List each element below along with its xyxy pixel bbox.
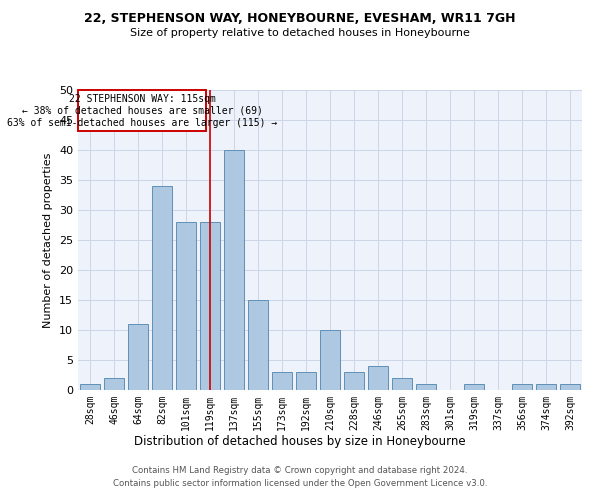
Bar	[224, 150, 244, 390]
Text: 63% of semi-detached houses are larger (115) →: 63% of semi-detached houses are larger (…	[7, 118, 277, 128]
Text: 22, STEPHENSON WAY, HONEYBOURNE, EVESHAM, WR11 7GH: 22, STEPHENSON WAY, HONEYBOURNE, EVESHAM…	[84, 12, 516, 26]
Bar	[104, 378, 124, 390]
FancyBboxPatch shape	[79, 90, 206, 131]
Bar	[152, 186, 172, 390]
Bar	[416, 384, 436, 390]
Bar	[344, 372, 364, 390]
Text: Size of property relative to detached houses in Honeybourne: Size of property relative to detached ho…	[130, 28, 470, 38]
Text: 22 STEPHENSON WAY: 115sqm: 22 STEPHENSON WAY: 115sqm	[68, 94, 215, 104]
Bar	[200, 222, 220, 390]
Bar	[368, 366, 388, 390]
Bar	[176, 222, 196, 390]
Bar	[272, 372, 292, 390]
Bar	[248, 300, 268, 390]
Bar	[512, 384, 532, 390]
Bar	[80, 384, 100, 390]
Bar	[128, 324, 148, 390]
Bar	[560, 384, 580, 390]
Bar	[320, 330, 340, 390]
Text: Distribution of detached houses by size in Honeybourne: Distribution of detached houses by size …	[134, 435, 466, 448]
Text: Contains HM Land Registry data © Crown copyright and database right 2024.
Contai: Contains HM Land Registry data © Crown c…	[113, 466, 487, 487]
Bar	[464, 384, 484, 390]
Text: ← 38% of detached houses are smaller (69): ← 38% of detached houses are smaller (69…	[22, 106, 263, 116]
Y-axis label: Number of detached properties: Number of detached properties	[43, 152, 53, 328]
Bar	[392, 378, 412, 390]
Bar	[296, 372, 316, 390]
Bar	[536, 384, 556, 390]
